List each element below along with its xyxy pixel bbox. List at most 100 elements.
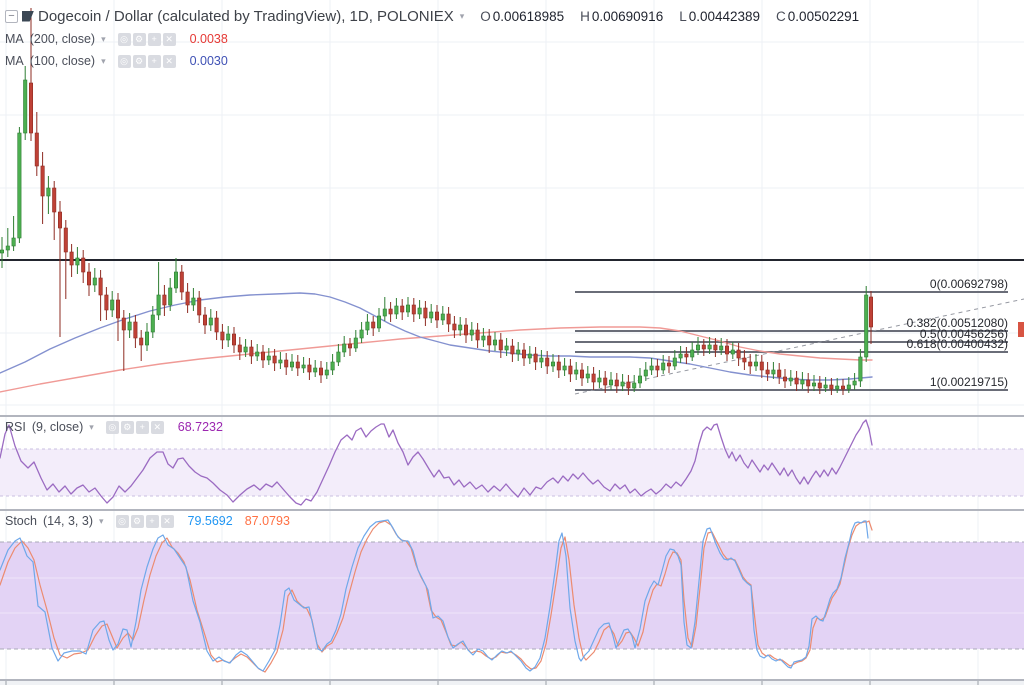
candle-body: [400, 305, 405, 313]
candle-body: [684, 353, 689, 358]
time-axis[interactable]: [0, 681, 1024, 685]
ma100-line: [0, 292, 873, 381]
candle-body: [846, 384, 851, 390]
candle-body: [116, 299, 121, 319]
candle-body: [127, 321, 132, 331]
candle-body: [57, 211, 62, 229]
candle-body: [817, 382, 822, 389]
candle-body: [840, 385, 845, 390]
candle-body: [852, 380, 857, 386]
candle-body: [104, 294, 109, 311]
candle-body: [777, 369, 782, 378]
ma200-line: [0, 326, 873, 393]
candle-body: [608, 379, 613, 386]
candle-body: [289, 361, 294, 368]
candle-body: [162, 294, 167, 306]
candle-body: [475, 329, 480, 341]
candle-body: [603, 377, 608, 386]
candle-body: [487, 335, 492, 346]
candle-body: [527, 353, 532, 359]
candle-body: [620, 381, 625, 387]
candle-body: [0, 249, 5, 254]
candle-body: [318, 367, 323, 376]
candle-body: [278, 359, 283, 364]
candle-body: [307, 364, 312, 373]
candle-body: [376, 315, 381, 329]
candle-body: [510, 345, 515, 355]
candle-body: [823, 384, 828, 389]
candle-body: [336, 351, 341, 363]
candle-body: [255, 351, 260, 357]
candle-body: [69, 251, 74, 266]
candle-body: [145, 331, 150, 346]
candle-body: [707, 344, 712, 350]
candle-body: [214, 317, 219, 333]
candle-body: [545, 357, 550, 367]
candle-body: [411, 304, 416, 315]
candle-body: [110, 299, 115, 311]
candle-body: [811, 382, 816, 387]
candle-body: [742, 357, 747, 363]
candle-body: [574, 369, 579, 375]
candle-body: [539, 357, 544, 363]
candle-body: [232, 333, 237, 346]
candle-body: [701, 344, 706, 350]
candle-body: [75, 257, 80, 266]
candle-body: [168, 287, 173, 306]
candle-body: [585, 373, 590, 379]
candle-body: [342, 343, 347, 353]
candle-body: [672, 357, 677, 367]
candle-body: [417, 307, 422, 315]
candle-body: [771, 369, 776, 375]
candle-body: [405, 304, 410, 313]
candle-body: [504, 345, 509, 351]
candle-body: [81, 257, 86, 273]
candle-body: [492, 339, 497, 346]
candle-body: [243, 346, 248, 353]
rsi-band: [0, 449, 1024, 496]
candle-body: [197, 297, 202, 316]
candle-body: [295, 361, 300, 369]
candle-body: [394, 305, 399, 315]
candle-body: [463, 324, 468, 336]
candle-body: [156, 294, 161, 316]
stoch-k-line: [0, 519, 869, 672]
candle-body: [649, 365, 654, 371]
stoch-band: [0, 542, 1024, 649]
candle-body: [98, 277, 103, 296]
candle-body: [446, 313, 451, 325]
candle-body: [92, 277, 97, 286]
candle-body: [365, 321, 370, 331]
candle-body: [643, 369, 648, 377]
candle-body: [469, 329, 474, 336]
candle-body: [284, 359, 289, 368]
candle-body: [452, 323, 457, 331]
candle-body: [695, 344, 700, 351]
candle-body: [429, 311, 434, 319]
candle-body: [481, 335, 486, 341]
candle-body: [655, 365, 660, 371]
candle-body: [533, 353, 538, 363]
candle-body: [562, 365, 567, 371]
candle-body: [388, 308, 393, 315]
candle-body: [133, 321, 138, 339]
candle-body: [220, 331, 225, 341]
candle-body: [568, 365, 573, 375]
candle-body: [736, 349, 741, 359]
candle-body: [858, 356, 863, 382]
candle-body: [40, 165, 45, 197]
candle-body: [423, 307, 428, 319]
candle-body: [719, 345, 724, 351]
candle-body: [87, 271, 92, 286]
candle-body: [626, 381, 631, 389]
candle-body: [440, 313, 445, 321]
candle-body: [371, 321, 376, 329]
candle-body: [800, 379, 805, 385]
candle-body: [34, 132, 39, 167]
candle-body: [690, 349, 695, 358]
candle-body: [353, 337, 358, 349]
candle-body: [11, 237, 16, 247]
candle-body: [301, 364, 306, 369]
candle-body: [678, 353, 683, 359]
